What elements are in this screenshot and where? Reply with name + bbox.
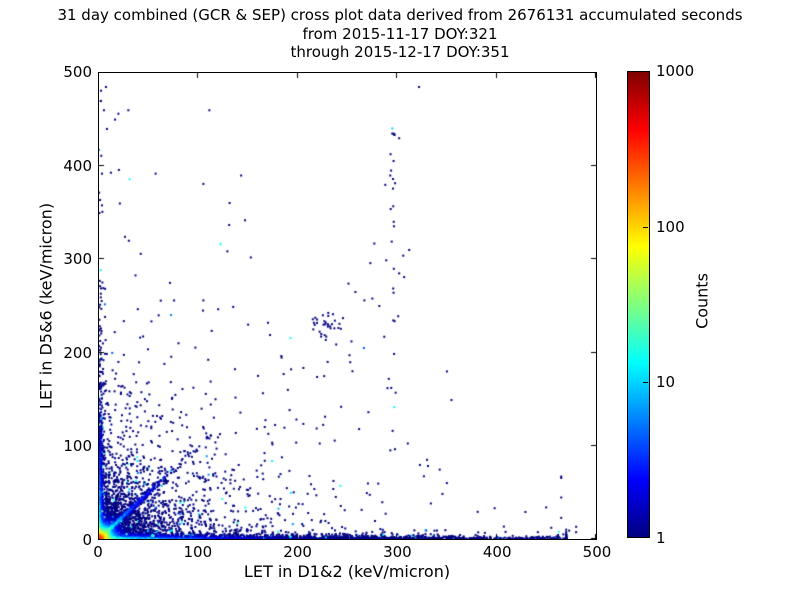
colorbar-tick-label: 1000 <box>656 62 695 80</box>
x-tick-label: 0 <box>93 543 103 561</box>
chart-title-line-3: through 2015-12-17 DOY:351 <box>290 43 510 61</box>
x-tick-label: 300 <box>383 543 412 561</box>
chart-title-line-1: 31 day combined (GCR & SEP) cross plot d… <box>57 6 743 24</box>
y-tick-label: 0 <box>82 531 92 549</box>
colorbar-tick-label: 100 <box>656 217 685 236</box>
x-tick-label: 100 <box>183 543 213 561</box>
x-axis-label: LET in D1&2 (keV/micron) <box>243 562 451 581</box>
y-axis-label: LET in D5&6 (keV/micron) <box>36 202 56 410</box>
chart-title-line-2: from 2015-11-17 DOY:321 <box>302 25 498 43</box>
x-tick-label: 200 <box>283 543 312 561</box>
x-tick-label: 500 <box>582 543 612 561</box>
colorbar-tick-mark <box>643 226 648 228</box>
x-tick-label: 400 <box>482 543 512 561</box>
plot-area <box>98 72 597 540</box>
y-tick-label: 400 <box>63 156 92 175</box>
colorbar <box>627 71 650 538</box>
colorbar-tick-mark <box>643 382 648 383</box>
y-tick-label: 300 <box>63 250 92 269</box>
colorbar-label: Counts <box>692 273 712 329</box>
y-tick-label: 500 <box>63 63 92 81</box>
colorbar-tick-label: 1 <box>656 529 666 547</box>
y-tick-label: 200 <box>63 343 92 362</box>
scatter-canvas <box>99 73 596 539</box>
colorbar-tick-label: 10 <box>656 373 676 392</box>
y-tick-label: 100 <box>63 437 92 456</box>
